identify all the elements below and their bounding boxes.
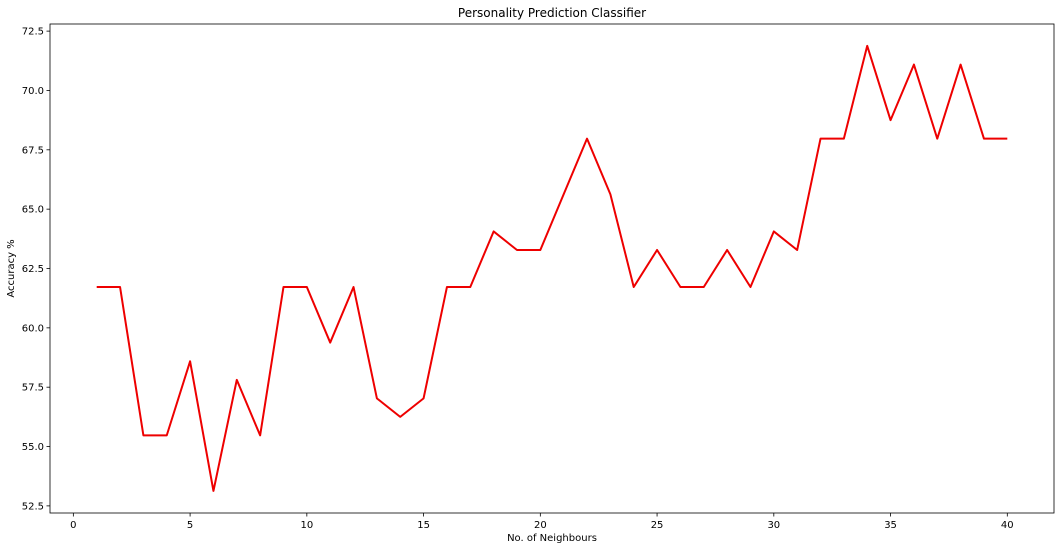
- x-tick-label: 35: [884, 520, 897, 531]
- series-line: [96, 44, 1008, 492]
- series-layer: [96, 44, 1008, 492]
- x-tick-label: 0: [70, 520, 76, 531]
- x-tick-label: 5: [187, 520, 193, 531]
- x-tick-label: 10: [300, 520, 313, 531]
- chart-title: Personality Prediction Classifier: [458, 6, 646, 20]
- y-tick-label: 65.0: [22, 205, 44, 216]
- y-tick-label: 57.5: [22, 383, 44, 394]
- x-axis-ticks: 0 5 10 15 20 25 30 35 40: [70, 513, 1014, 531]
- y-tick-label: 60.0: [22, 323, 44, 334]
- x-tick-label: 15: [417, 520, 430, 531]
- x-tick-label: 40: [1001, 520, 1014, 531]
- x-tick-label: 25: [651, 520, 664, 531]
- y-axis-ticks: 52.5 55.0 57.5 60.0 62.5 65.0 67.5 70.0 72.5: [22, 27, 50, 512]
- x-tick-label: 20: [534, 520, 547, 531]
- y-tick-label: 55.0: [22, 442, 44, 453]
- x-tick-label: 30: [767, 520, 780, 531]
- plot-area: [50, 24, 1054, 513]
- y-axis-label: Accuracy %: [6, 239, 17, 297]
- y-tick-label: 67.5: [22, 145, 44, 156]
- y-tick-label: 70.0: [22, 86, 44, 97]
- y-tick-label: 62.5: [22, 264, 44, 275]
- x-axis-label: No. of Neighbours: [507, 533, 597, 544]
- y-tick-label: 72.5: [22, 27, 44, 38]
- y-tick-label: 52.5: [22, 501, 44, 512]
- plot-frame: [49, 23, 1055, 514]
